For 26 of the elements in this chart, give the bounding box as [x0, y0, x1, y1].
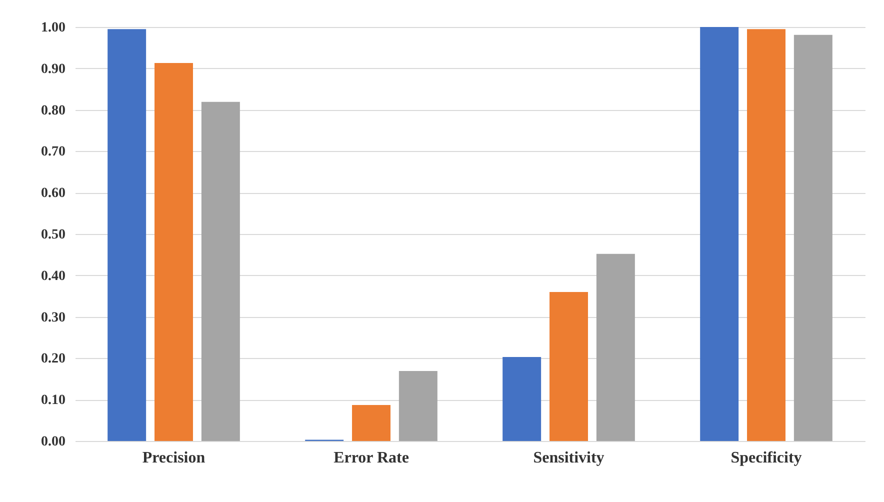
- bar: [596, 254, 635, 441]
- y-tick-label: 0.10: [41, 393, 66, 408]
- y-tick-label: 0.90: [41, 62, 66, 77]
- y-tick-label: 1.00: [41, 20, 66, 36]
- y-tick-label: 0.20: [41, 352, 66, 367]
- bar: [550, 292, 588, 441]
- bar: [700, 27, 739, 441]
- x-tick-label: Precision: [142, 450, 206, 466]
- bar: [201, 102, 240, 441]
- bar: [154, 63, 193, 441]
- y-tick-label: 0.40: [41, 268, 66, 284]
- bar: [747, 29, 786, 441]
- y-tick-label: 0.30: [41, 310, 66, 326]
- y-tick-label: 0.00: [41, 434, 66, 450]
- bar: [502, 356, 542, 441]
- y-tick-label: 0.80: [41, 103, 66, 118]
- bar: [398, 371, 438, 441]
- x-tick-label: Specificity: [730, 450, 802, 466]
- y-tick-label: 0.70: [41, 144, 66, 160]
- x-tick-label: Sensitivity: [533, 450, 604, 466]
- x-tick-label: Error Rate: [334, 450, 409, 466]
- y-tick-label: 0.60: [41, 186, 66, 202]
- y-tick-label: 0.50: [41, 228, 66, 242]
- bar: [352, 404, 390, 441]
- bar: [108, 29, 146, 441]
- bar: [794, 34, 832, 441]
